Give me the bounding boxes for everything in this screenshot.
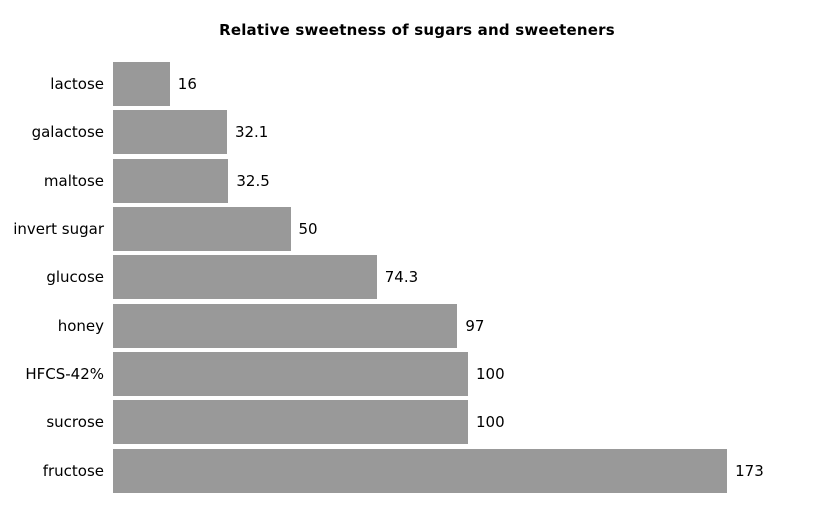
value-label-hfcs-42: 100 (476, 364, 505, 383)
bar-galactose (113, 110, 227, 155)
chart-title: Relative sweetness of sugars and sweeten… (219, 21, 615, 39)
category-label-glucose: glucose (46, 268, 104, 287)
category-label-honey: honey (57, 316, 104, 335)
chart-row: honey 97 (0, 301, 834, 349)
value-label-honey: 97 (465, 316, 485, 335)
chart-row: HFCS-42% 100 (0, 350, 834, 398)
chart-plot-area: lactose 16 galactose 32.1 maltose 32.5 i… (0, 60, 834, 495)
chart-row: sucrose 100 (0, 398, 834, 446)
chart-row: lactose 16 (0, 60, 834, 108)
bar-hfcs-42 (113, 351, 468, 396)
bar-fructose (113, 448, 728, 493)
value-label-sucrose: 100 (476, 413, 505, 432)
chart-row: galactose 32.1 (0, 108, 834, 156)
value-label-invert-sugar: 50 (298, 220, 318, 239)
category-label-galactose: galactose (31, 123, 104, 142)
chart-row: maltose 32.5 (0, 157, 834, 205)
chart-row: glucose 74.3 (0, 253, 834, 301)
bar-honey (113, 303, 458, 348)
category-label-invert-sugar: invert sugar (13, 220, 104, 239)
bar-lactose (113, 62, 170, 107)
bar-invert-sugar (113, 207, 291, 252)
value-label-galactose: 32.1 (234, 123, 269, 142)
bar-glucose (113, 255, 377, 300)
category-label-maltose: maltose (43, 171, 104, 190)
bar-maltose (113, 158, 229, 203)
category-label-lactose: lactose (50, 75, 104, 94)
chart-row: invert sugar 50 (0, 205, 834, 253)
chart-row: fructose 173 (0, 446, 834, 494)
category-label-sucrose: sucrose (46, 413, 104, 432)
value-label-fructose: 173 (735, 461, 764, 480)
bar-sucrose (113, 400, 468, 445)
category-label-hfcs-42: HFCS-42% (25, 364, 104, 383)
category-label-fructose: fructose (42, 461, 104, 480)
value-label-glucose: 74.3 (384, 268, 419, 287)
value-label-maltose: 32.5 (236, 171, 270, 190)
value-label-lactose: 16 (177, 75, 197, 94)
